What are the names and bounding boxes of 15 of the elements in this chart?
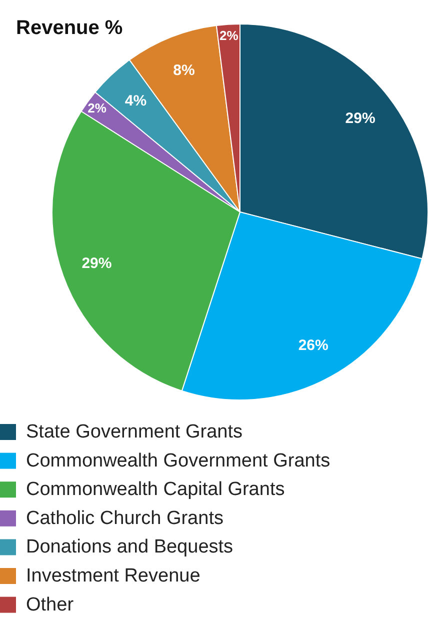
legend-label: Other [26,594,74,616]
data-label: 29% [82,255,112,272]
chart-title: Revenue % [16,17,123,39]
legend-label: Catholic Church Grants [26,508,224,529]
data-label: 2% [88,100,107,116]
data-label: 8% [173,62,195,79]
data-label: 4% [124,92,147,110]
legend-label: Investment Revenue [26,566,200,586]
legend-label: Commonwealth Capital Grants [26,479,285,500]
legend-label: Donations and Bequests [26,536,234,558]
data-label: 26% [298,336,328,354]
legend-label: State Government Grants [26,422,242,442]
data-label: 29% [345,110,376,128]
data-label: 2% [220,28,239,44]
legend-label: Commonwealth Government Grants [26,450,330,472]
